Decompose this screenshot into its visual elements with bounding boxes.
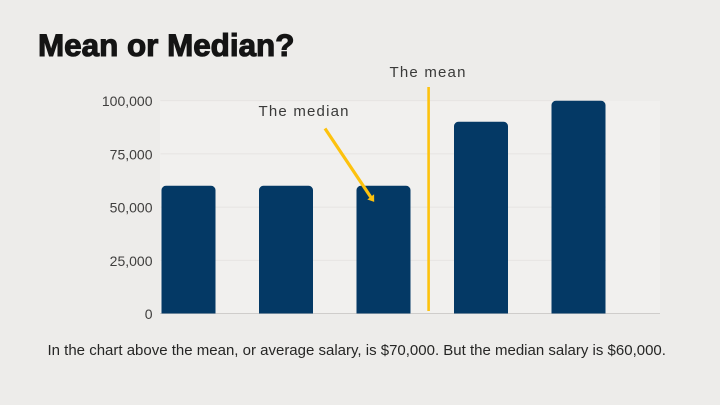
svg-text:100,000: 100,000 [102,93,153,109]
svg-text:25,000: 25,000 [110,253,153,269]
svg-text:The median: The median [259,103,350,120]
svg-text:0: 0 [145,306,153,322]
svg-text:75,000: 75,000 [110,147,153,163]
svg-text:50,000: 50,000 [110,200,153,216]
svg-text:The mean: The mean [390,64,467,81]
